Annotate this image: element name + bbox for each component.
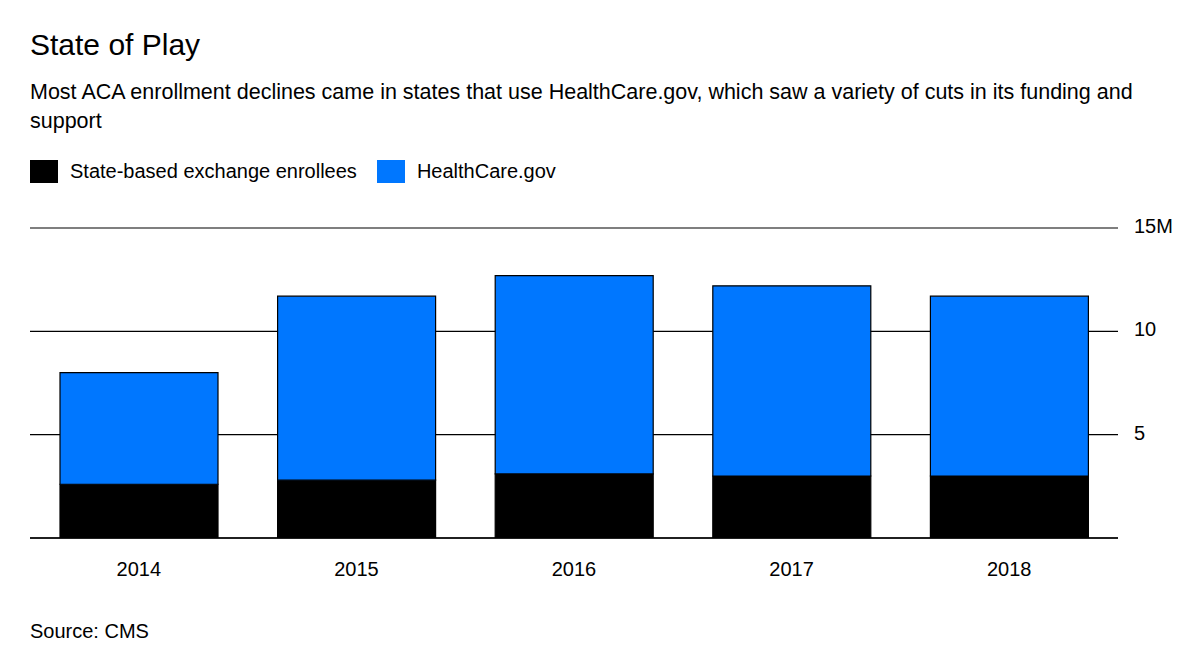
svg-text:5: 5 [1134, 422, 1145, 444]
svg-text:2015: 2015 [334, 558, 379, 580]
html-text:HealthCare.gov: HealthCare.gov [416, 160, 556, 182]
html-text:Most ACA enrollment declines c: Most ACA enrollment declines came in sta… [30, 80, 1133, 133]
svg-text:2018: 2018 [987, 558, 1032, 580]
svg-text:15M: 15M [1134, 215, 1173, 237]
html-text:State-based exchange enrollees: State-based exchange enrollees [70, 160, 357, 182]
svg-text:10: 10 [1134, 318, 1156, 340]
svg-text:2017: 2017 [769, 558, 814, 580]
html-text:Source: CMS: Source: CMS [30, 620, 149, 642]
svg-text:2014: 2014 [117, 558, 162, 580]
svg-text:2016: 2016 [552, 558, 597, 580]
html-text:State of Play: State of Play [30, 28, 201, 61]
